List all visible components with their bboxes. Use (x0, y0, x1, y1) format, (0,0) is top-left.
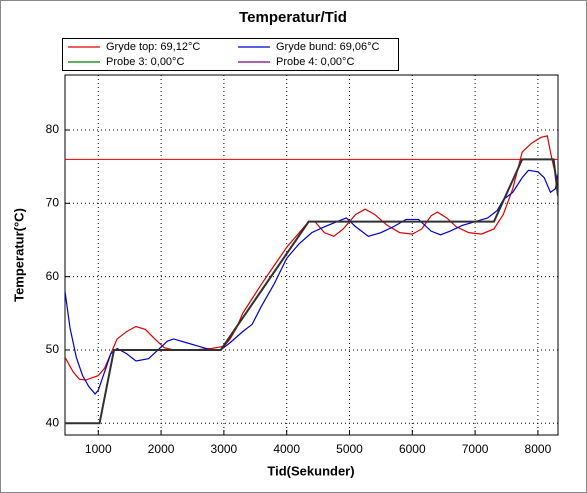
x-tick-label: 3000 (211, 442, 238, 456)
legend-label: Probe 3: 0,00°C (106, 56, 184, 68)
plot-lines (65, 135, 558, 425)
plot-area (64, 74, 559, 436)
y-tick-label: 50 (46, 342, 60, 356)
legend (62, 38, 399, 71)
x-tick-label: 4000 (273, 442, 300, 456)
y-tick-label: 80 (46, 122, 60, 136)
x-tick-label: 8000 (525, 442, 552, 456)
y-tick-label: 70 (46, 195, 60, 209)
y-tick-label: 40 (46, 415, 60, 429)
x-tick-label: 5000 (336, 442, 363, 456)
x-tick-label: 1000 (85, 442, 112, 456)
x-tick-label: 2000 (148, 442, 175, 456)
y-axis-label: Temperatur(°C) (11, 208, 26, 302)
chart-title: Temperatur/Tid (239, 9, 347, 26)
series-line (65, 158, 558, 425)
y-tick-label: 60 (46, 269, 60, 283)
x-tick-label: 7000 (462, 442, 489, 456)
legend-label: Probe 4: 0,00°C (276, 56, 354, 68)
x-axis-label: Tid(Sekunder) (267, 463, 354, 478)
legend-label: Gryde top: 69,12°C (106, 41, 200, 53)
x-tick-label: 6000 (399, 442, 426, 456)
legend-label: Gryde bund: 69,06°C (276, 41, 380, 53)
